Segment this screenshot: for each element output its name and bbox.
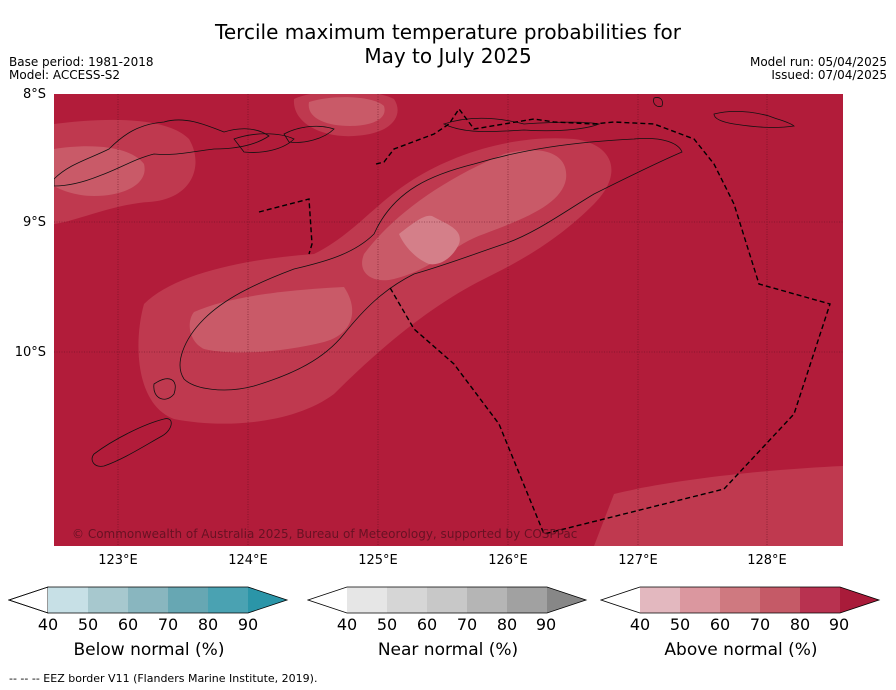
issued-date: Issued: 07/04/2025 — [771, 68, 887, 82]
legend-above-tick: 60 — [709, 615, 731, 634]
lon-label-125e: 125°E — [358, 553, 398, 568]
legend-near-tick: 70 — [456, 615, 478, 634]
legend-below-swatch-0 — [8, 586, 49, 614]
legend-near-swatch-4 — [467, 587, 507, 613]
legend-near-tick: 60 — [416, 615, 438, 634]
lat-label-9s: 9°S — [22, 215, 46, 230]
legend-below-tick: 40 — [37, 615, 59, 634]
eez-footnote: -- -- -- EEZ border V11 (Flanders Marine… — [9, 672, 318, 685]
legend-above-tick: 90 — [828, 615, 850, 634]
legend-above-swatch-6 — [840, 587, 879, 613]
coastline-wetar — [442, 117, 601, 133]
legend-below-swatch-1 — [48, 587, 88, 613]
legend-above-swatch-3 — [720, 587, 760, 613]
legend-above-swatch-5 — [800, 587, 840, 613]
legend-above-tick: 40 — [629, 615, 651, 634]
lat-label-8s: 8°S — [22, 87, 46, 102]
zone-above-80-southeast — [594, 466, 843, 546]
legend-below-tick: 50 — [77, 615, 99, 634]
base-period: Base period: 1981-2018 — [9, 55, 154, 69]
title-line-2: May to July 2025 — [364, 44, 532, 68]
meta-right: Model run: 05/04/2025 Issued: 07/04/2025 — [750, 56, 887, 82]
coastline-island-small — [653, 97, 663, 107]
legend-above-swatch-0 — [601, 587, 640, 613]
eez-border — [258, 107, 831, 535]
legend-near-swatch-1 — [347, 587, 387, 613]
legend-below-outline — [8, 586, 289, 614]
coastline-timor — [179, 137, 683, 391]
legend-below-swatch-4 — [168, 587, 208, 613]
legend-near-tick: 40 — [336, 615, 358, 634]
coastline-lembata — [233, 133, 295, 153]
legend-above-swatch-1 — [640, 587, 680, 613]
graticule — [54, 94, 843, 546]
legend-near-outline — [307, 586, 588, 614]
legend-near-colorbar — [307, 586, 588, 614]
lon-label-127e: 127°E — [618, 553, 658, 568]
coastlines — [54, 97, 795, 467]
zone-above-70-main — [189, 287, 353, 353]
lon-label-124e: 124°E — [228, 553, 268, 568]
legend-above-title: Above normal (%) — [664, 640, 818, 660]
zone-above-60 — [399, 215, 460, 265]
legend-below-tick: 80 — [197, 615, 219, 634]
coastline-roti — [91, 418, 172, 467]
model-name: Model: ACCESS-S2 — [9, 68, 121, 82]
map-title: Tercile maximum temperature probabilitie… — [0, 20, 896, 68]
legend-near-tick: 50 — [376, 615, 398, 634]
model-run: Model run: 05/04/2025 — [749, 55, 887, 69]
coastline-ne-islands — [713, 110, 795, 128]
legend-near-swatch-2 — [387, 587, 427, 613]
legend-near-swatch-0 — [308, 587, 347, 613]
coastline-flores — [54, 119, 270, 187]
meta-left: Base period: 1981-2018 Model: ACCESS-S2 — [9, 56, 154, 82]
coastline-alor — [283, 125, 335, 143]
legend-above-outline — [600, 586, 881, 614]
zone-above-70-north — [308, 97, 385, 126]
legend-above-tick: 50 — [669, 615, 691, 634]
legend-below-tick: 70 — [157, 615, 179, 634]
legend-below-swatch-5 — [208, 587, 248, 613]
coastline-semau — [153, 378, 176, 400]
copyright-text: © Commonwealth of Australia 2025, Bureau… — [72, 527, 577, 541]
legend-below-swatch-6 — [248, 587, 287, 613]
lat-label-10s: 10°S — [14, 345, 46, 360]
probability-map: © Commonwealth of Australia 2025, Bureau… — [54, 94, 843, 546]
legend-above-tick: 80 — [789, 615, 811, 634]
lon-label-123e: 123°E — [98, 553, 138, 568]
legend-below-colorbar — [8, 586, 289, 614]
legend-below-swatch-3 — [128, 587, 168, 613]
lon-label-126e: 126°E — [488, 553, 528, 568]
legend-above-swatch-2 — [680, 587, 720, 613]
legend-below-title: Below normal (%) — [73, 640, 225, 660]
legend-near-swatch-3 — [427, 587, 467, 613]
map-canvas: © Commonwealth of Australia 2025, Bureau… — [54, 94, 843, 546]
legend-near-tick: 90 — [535, 615, 557, 634]
legend-below-tick: 90 — [237, 615, 259, 634]
legend-below-swatch-2 — [88, 587, 128, 613]
lon-label-128e: 128°E — [747, 553, 787, 568]
legend-above-tick: 70 — [749, 615, 771, 634]
legend-near-tick: 80 — [496, 615, 518, 634]
legend-near-title: Near normal (%) — [377, 640, 519, 660]
legend-near-swatch-5 — [507, 587, 547, 613]
legend-above-colorbar — [600, 586, 881, 614]
legend-above-swatch-4 — [760, 587, 800, 613]
legend-below-tick: 60 — [117, 615, 139, 634]
legend-near-swatch-6 — [547, 587, 586, 613]
title-line-1: Tercile maximum temperature probabilitie… — [215, 20, 681, 44]
